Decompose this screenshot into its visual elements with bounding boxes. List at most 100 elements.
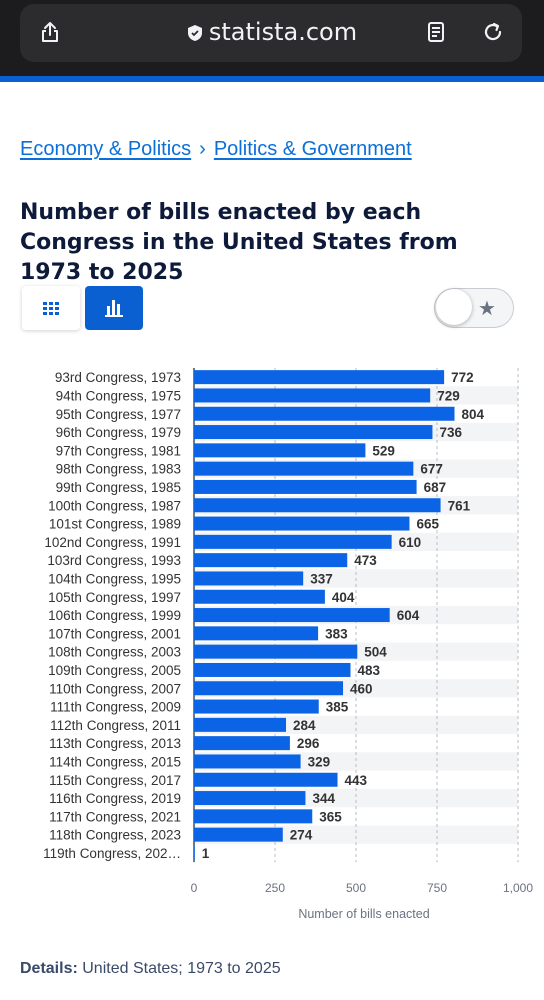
data-label: 504 <box>364 645 387 660</box>
data-label: 274 <box>290 828 313 843</box>
bar <box>194 608 390 623</box>
breadcrumb-link-economy[interactable]: Economy & Politics <box>20 138 192 160</box>
url-label: statista.com <box>208 18 358 46</box>
x-tick-label: 250 <box>265 881 285 895</box>
bar <box>194 443 366 458</box>
details-value: United States; 1973 to 2025 <box>82 960 281 977</box>
data-label: 610 <box>399 535 422 550</box>
grid-icon <box>43 302 59 315</box>
data-label: 665 <box>416 517 439 532</box>
bar <box>194 498 441 513</box>
data-label: 483 <box>357 663 380 678</box>
bar <box>194 479 417 494</box>
data-label: 337 <box>310 571 333 586</box>
category-label: 111th Congress, 2009 <box>50 700 181 715</box>
data-label: 1 <box>202 846 210 861</box>
data-label: 344 <box>312 791 335 806</box>
url-text[interactable]: statista.com <box>0 18 544 46</box>
breadcrumb-link-politics[interactable]: Politics & Government <box>213 138 412 160</box>
bar <box>194 516 410 531</box>
category-label: 114th Congress, 2015 <box>49 754 181 769</box>
category-label: 97th Congress, 1981 <box>56 443 181 458</box>
toggle-knob[interactable] <box>436 289 472 325</box>
data-label: 772 <box>451 370 474 385</box>
data-label: 284 <box>293 718 316 733</box>
category-label: 119th Congress, 202… <box>43 846 181 861</box>
data-label: 729 <box>437 388 460 403</box>
browser-toolbar: statista.com <box>0 0 544 76</box>
bar <box>194 461 414 476</box>
details-line: Details: United States; 1973 to 2025 <box>20 960 281 978</box>
bar <box>194 791 306 806</box>
data-label: 804 <box>461 407 484 422</box>
bar <box>194 425 433 440</box>
x-tick-label: 500 <box>346 881 366 895</box>
data-label: 443 <box>345 773 368 788</box>
shield-icon <box>187 25 202 41</box>
page-title: Number of bills enacted by each Congress… <box>20 200 458 285</box>
bar <box>194 772 338 787</box>
bar-chart: 0 250 500 750 1,000 93rd Congress, 1973 772 94t… <box>43 368 533 920</box>
data-label: 529 <box>372 443 395 458</box>
x-tick-label: 1,000 <box>503 881 533 895</box>
x-tick-label: 750 <box>427 881 447 895</box>
data-label: 383 <box>325 626 348 641</box>
category-label: 115th Congress, 2017 <box>49 773 181 788</box>
bar-chart-icon <box>105 300 123 317</box>
reader-icon[interactable] <box>424 20 448 44</box>
category-label: 102nd Congress, 1991 <box>44 535 181 550</box>
bar <box>194 571 304 586</box>
bar <box>194 845 195 860</box>
bar <box>194 534 392 549</box>
category-label: 96th Congress, 1979 <box>56 425 181 440</box>
category-label: 108th Congress, 2003 <box>48 645 181 660</box>
category-label: 103rd Congress, 1993 <box>47 553 181 568</box>
category-label: 94th Congress, 1975 <box>56 388 181 403</box>
breadcrumb: Economy & Politics › Politics & Government <box>20 138 412 161</box>
x-axis-title: Number of bills enacted <box>298 907 429 920</box>
category-label: 118th Congress, 2023 <box>49 828 181 843</box>
bar <box>194 644 358 659</box>
star-icon: ★ <box>478 298 496 320</box>
category-label: 110th Congress, 2007 <box>49 681 181 696</box>
reload-icon[interactable] <box>481 20 505 44</box>
share-icon[interactable] <box>38 20 62 44</box>
data-label: 404 <box>332 590 355 605</box>
table-view-button[interactable] <box>22 286 80 330</box>
bar <box>194 827 283 842</box>
breadcrumb-separator: › <box>199 138 206 160</box>
data-label: 460 <box>350 681 373 696</box>
data-label: 329 <box>308 754 331 769</box>
bar <box>194 681 344 696</box>
bar <box>194 370 445 385</box>
category-label: 105th Congress, 1997 <box>48 590 181 605</box>
data-label: 296 <box>297 736 320 751</box>
chart-view-button[interactable] <box>85 286 143 330</box>
bar <box>194 754 301 769</box>
category-label: 104th Congress, 1995 <box>48 571 181 586</box>
site-header-bar <box>0 76 544 82</box>
data-label: 604 <box>397 608 420 623</box>
bar <box>194 717 287 732</box>
category-label: 106th Congress, 1999 <box>48 608 181 623</box>
category-label: 95th Congress, 1977 <box>56 407 181 422</box>
data-label: 473 <box>354 553 377 568</box>
bar <box>194 809 313 824</box>
bar <box>194 662 351 677</box>
category-label: 99th Congress, 1985 <box>56 480 181 495</box>
category-label: 112th Congress, 2011 <box>50 718 181 733</box>
bar <box>194 736 290 751</box>
category-label: 113th Congress, 2013 <box>49 736 181 751</box>
data-label: 687 <box>424 480 447 495</box>
category-label: 107th Congress, 2001 <box>48 626 181 641</box>
bar <box>194 553 348 568</box>
category-label: 116th Congress, 2019 <box>49 791 181 806</box>
data-label: 385 <box>326 700 349 715</box>
data-label: 736 <box>439 425 462 440</box>
category-label: 109th Congress, 2005 <box>48 663 181 678</box>
category-label: 100th Congress, 1987 <box>48 498 181 513</box>
category-label: 101st Congress, 1989 <box>49 517 181 532</box>
x-tick-label: 0 <box>191 881 198 895</box>
bar <box>194 589 325 604</box>
data-label: 761 <box>448 498 471 513</box>
